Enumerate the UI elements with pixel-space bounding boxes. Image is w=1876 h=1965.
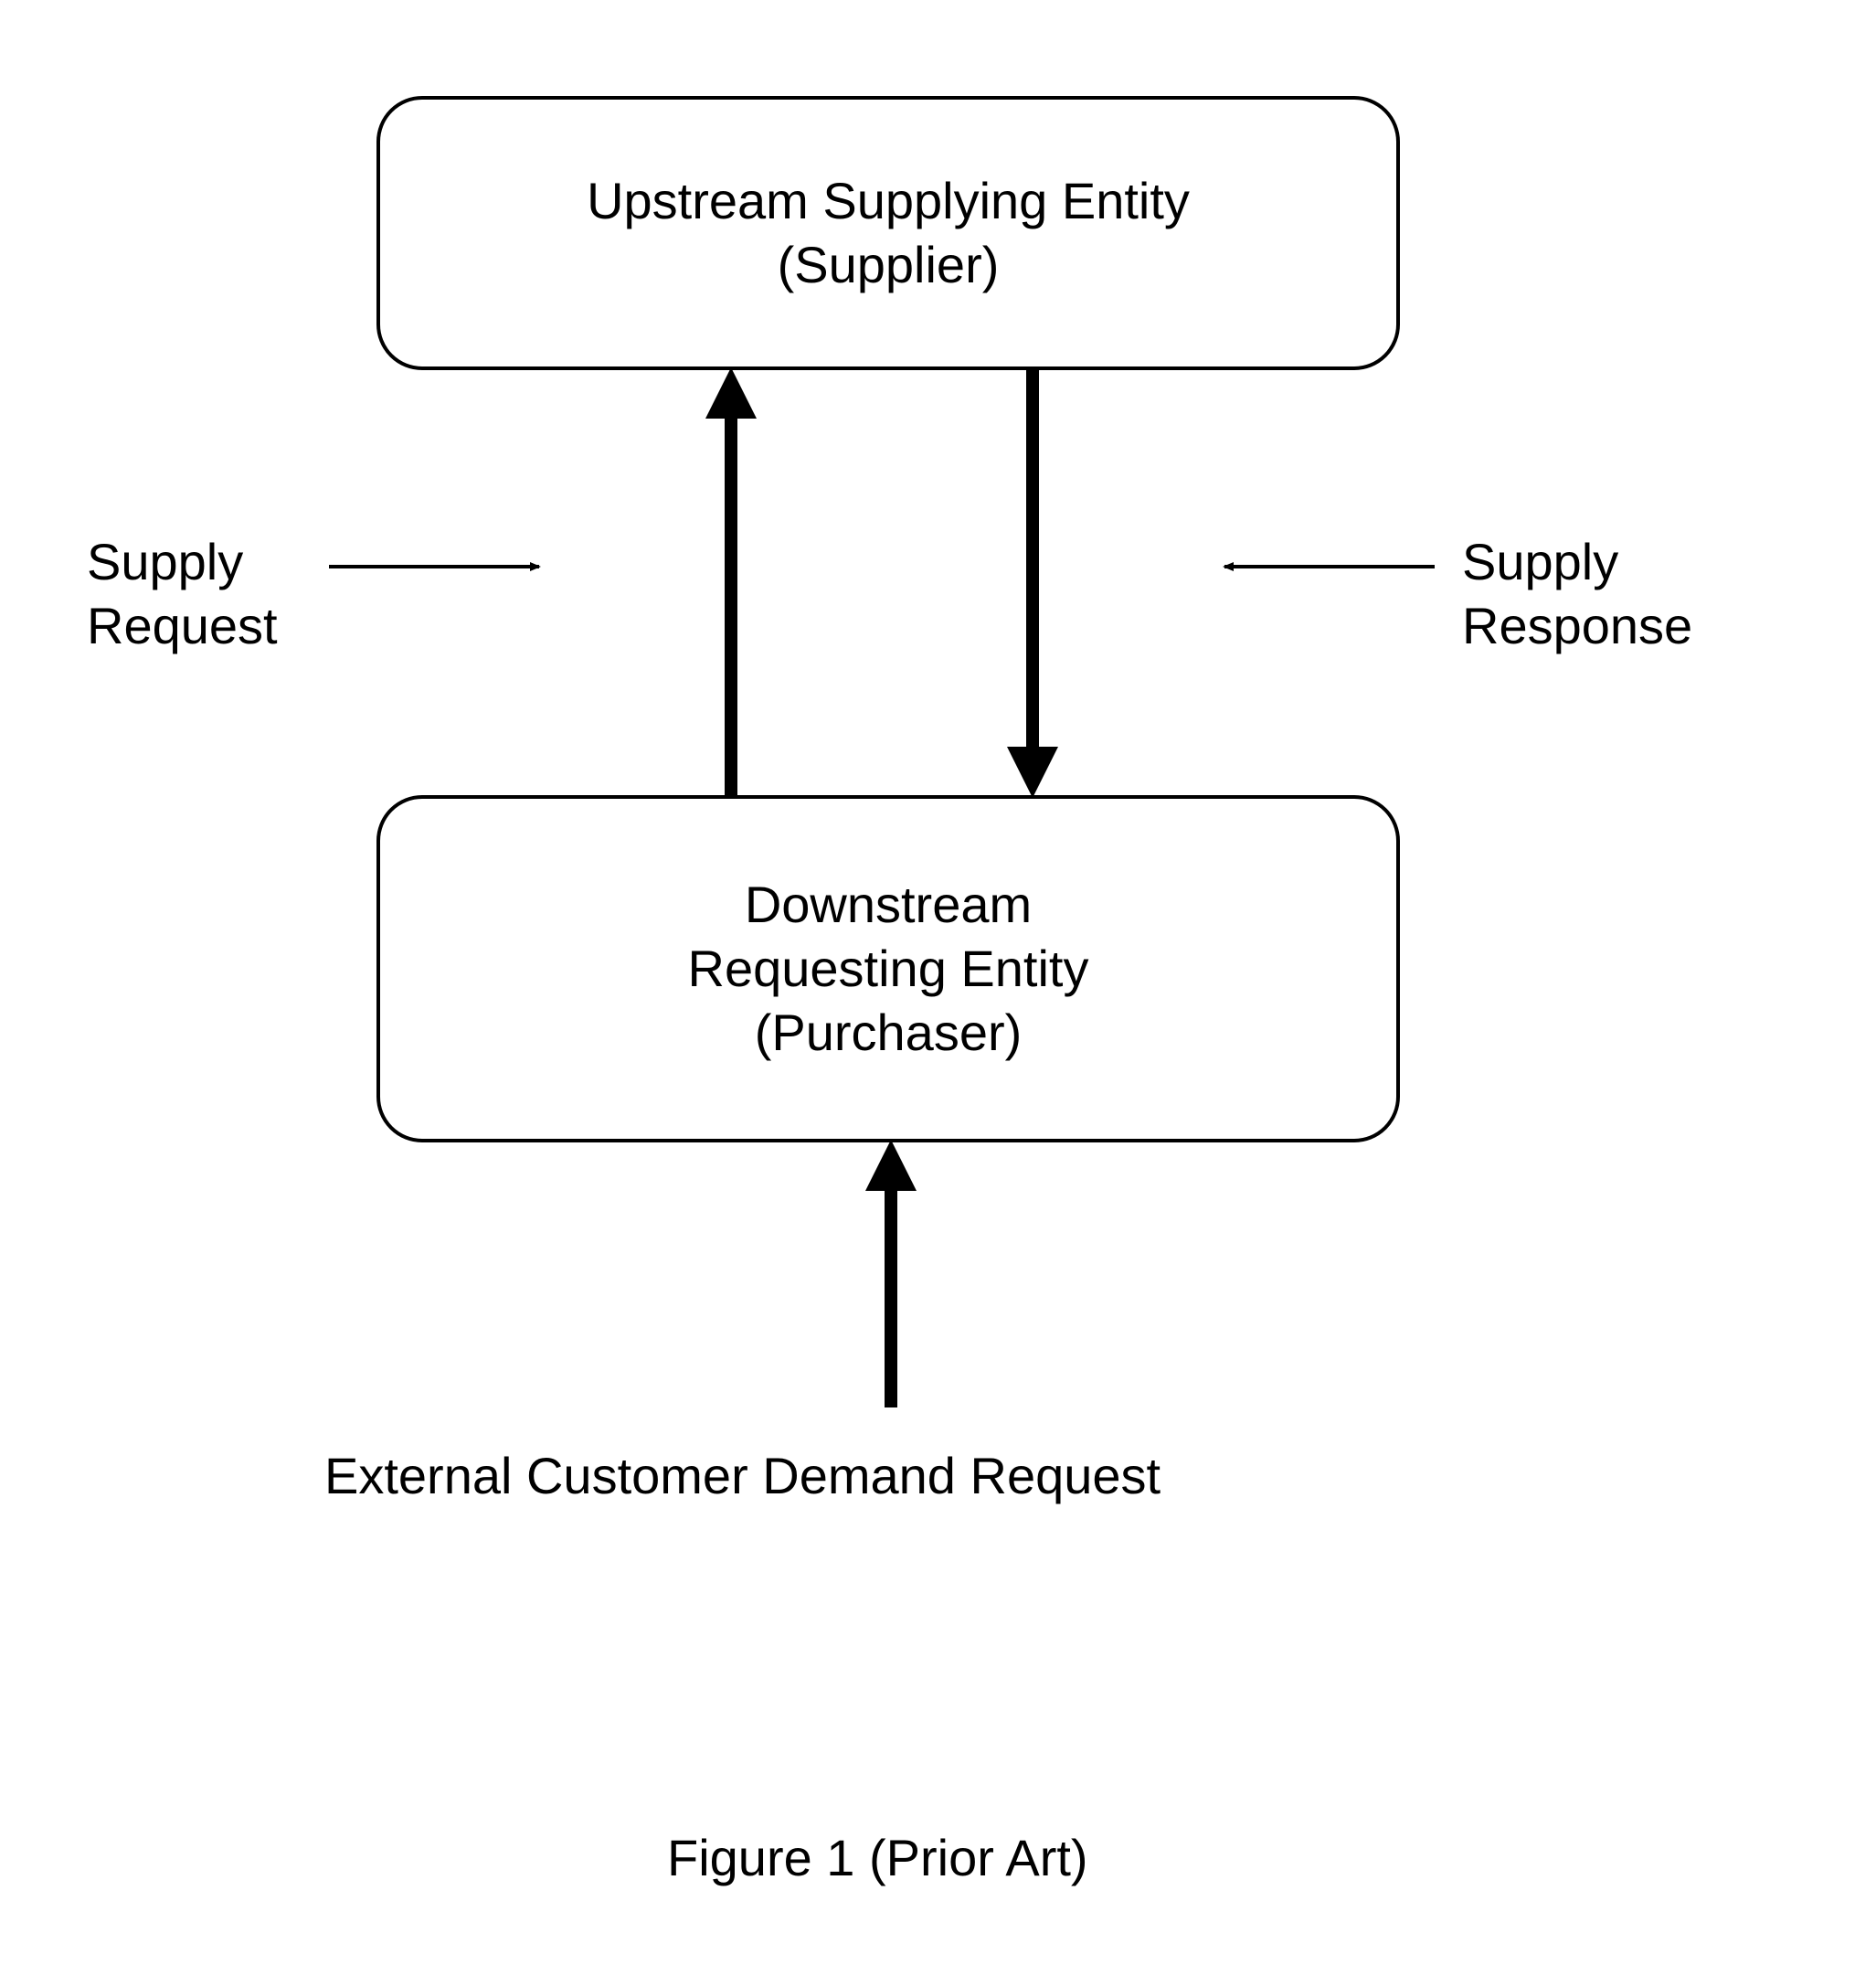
label-supply-response-line2: Response [1462, 594, 1692, 658]
node-purchaser-line3: (Purchaser) [755, 1001, 1023, 1065]
node-purchaser-line2: Requesting Entity [688, 937, 1089, 1001]
flowchart-diagram: Upstream Supplying Entity (Supplier) Dow… [0, 0, 1876, 1965]
label-supply-request-line1: Supply [87, 530, 278, 594]
label-supply-response-line1: Supply [1462, 530, 1692, 594]
figure-caption: Figure 1 (Prior Art) [667, 1828, 1088, 1887]
label-external-demand: External Customer Demand Request [324, 1444, 1161, 1508]
label-supply-request: Supply Request [87, 530, 278, 658]
node-supplier: Upstream Supplying Entity (Supplier) [376, 96, 1400, 370]
node-purchaser-line1: Downstream [745, 873, 1032, 937]
node-purchaser: Downstream Requesting Entity (Purchaser) [376, 795, 1400, 1142]
node-supplier-line1: Upstream Supplying Entity [587, 169, 1190, 233]
node-supplier-line2: (Supplier) [778, 233, 1000, 297]
label-supply-request-line2: Request [87, 594, 278, 658]
label-supply-response: Supply Response [1462, 530, 1692, 658]
